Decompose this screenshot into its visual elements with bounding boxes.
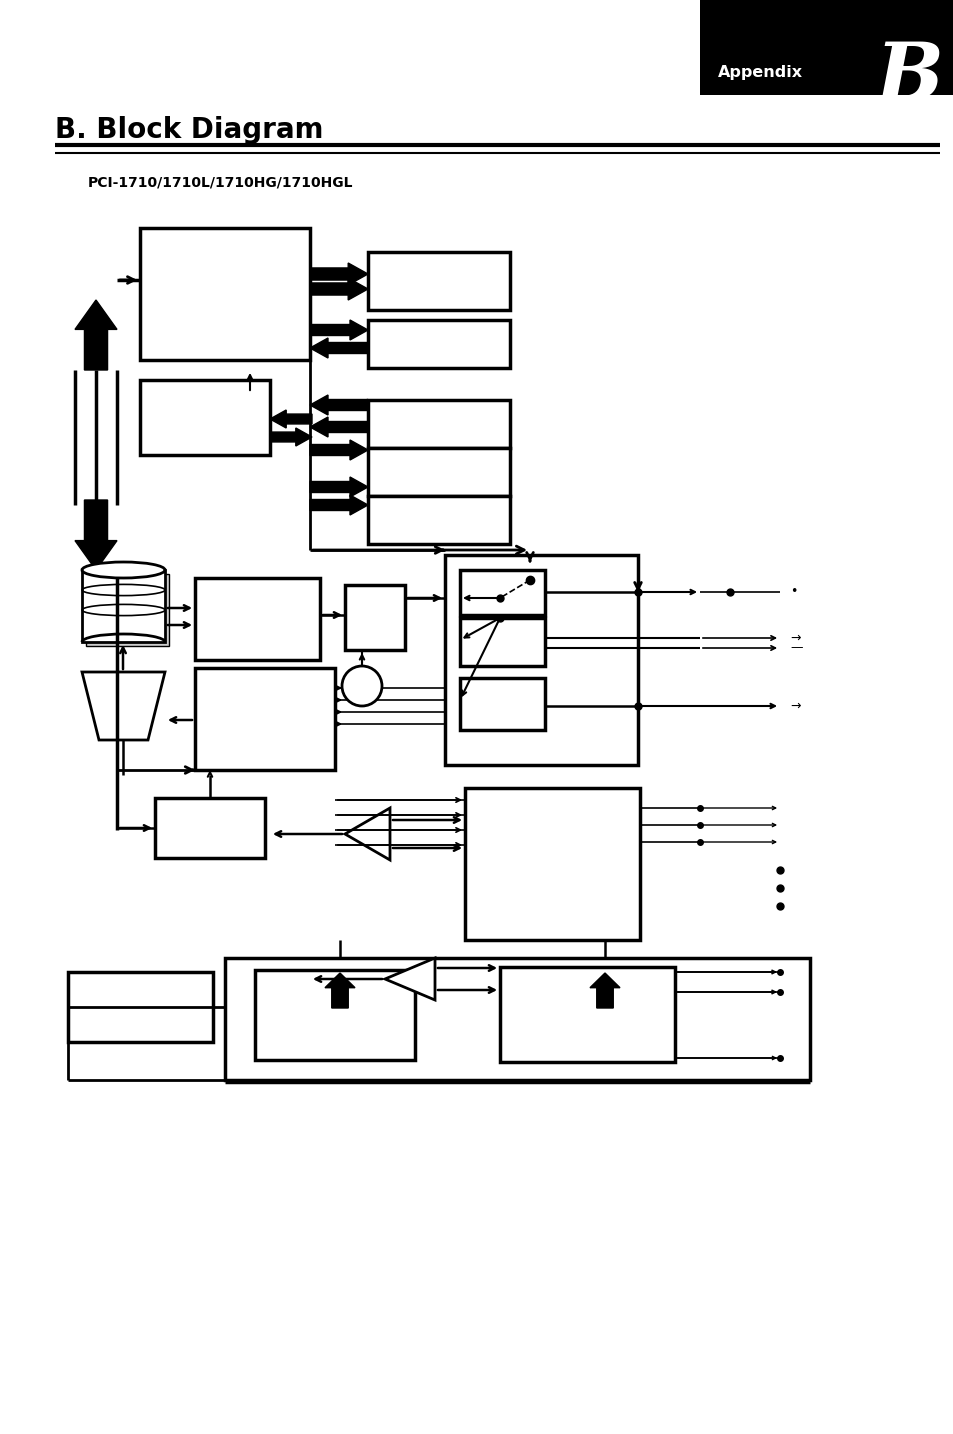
Bar bbox=[86, 574, 169, 645]
Polygon shape bbox=[310, 495, 368, 515]
Text: →: → bbox=[789, 631, 800, 644]
Bar bbox=[368, 320, 510, 369]
Polygon shape bbox=[385, 958, 435, 999]
Circle shape bbox=[341, 665, 381, 706]
Bar bbox=[68, 972, 213, 1043]
Polygon shape bbox=[310, 338, 368, 358]
Bar bbox=[459, 569, 544, 615]
Text: →: → bbox=[789, 700, 800, 713]
Bar bbox=[459, 678, 544, 730]
Polygon shape bbox=[325, 974, 355, 1008]
Polygon shape bbox=[310, 262, 368, 285]
Text: —: — bbox=[789, 641, 801, 654]
Bar bbox=[499, 967, 675, 1063]
Polygon shape bbox=[310, 394, 368, 414]
Text: B. Block Diagram: B. Block Diagram bbox=[55, 116, 323, 143]
Polygon shape bbox=[270, 410, 312, 427]
Bar bbox=[154, 797, 265, 858]
Polygon shape bbox=[310, 320, 368, 340]
Bar bbox=[254, 969, 415, 1060]
Text: •: • bbox=[789, 585, 797, 598]
Polygon shape bbox=[310, 478, 368, 498]
Polygon shape bbox=[75, 500, 117, 569]
Bar bbox=[368, 252, 510, 310]
Bar bbox=[194, 578, 319, 660]
Bar bbox=[140, 380, 270, 455]
Polygon shape bbox=[310, 278, 368, 300]
Bar bbox=[194, 668, 335, 770]
Bar bbox=[444, 555, 638, 764]
Text: B: B bbox=[875, 39, 943, 116]
Polygon shape bbox=[589, 974, 619, 1008]
Bar bbox=[464, 789, 639, 941]
Polygon shape bbox=[270, 427, 312, 446]
Polygon shape bbox=[310, 440, 368, 460]
Bar bbox=[225, 958, 809, 1080]
Polygon shape bbox=[310, 417, 368, 437]
Polygon shape bbox=[75, 300, 117, 370]
Text: Appendix: Appendix bbox=[718, 65, 802, 79]
Bar bbox=[82, 569, 165, 642]
Polygon shape bbox=[82, 673, 165, 740]
Bar bbox=[140, 228, 310, 360]
Bar bbox=[368, 400, 510, 447]
Bar bbox=[368, 447, 510, 496]
Bar bbox=[459, 618, 544, 665]
Bar bbox=[345, 585, 405, 650]
Bar bbox=[368, 496, 510, 543]
Text: PCI-1710/1710L/1710HG/1710HGL: PCI-1710/1710L/1710HG/1710HGL bbox=[88, 176, 354, 189]
Ellipse shape bbox=[82, 562, 165, 578]
Bar bbox=[700, 0, 953, 95]
Polygon shape bbox=[345, 807, 390, 860]
